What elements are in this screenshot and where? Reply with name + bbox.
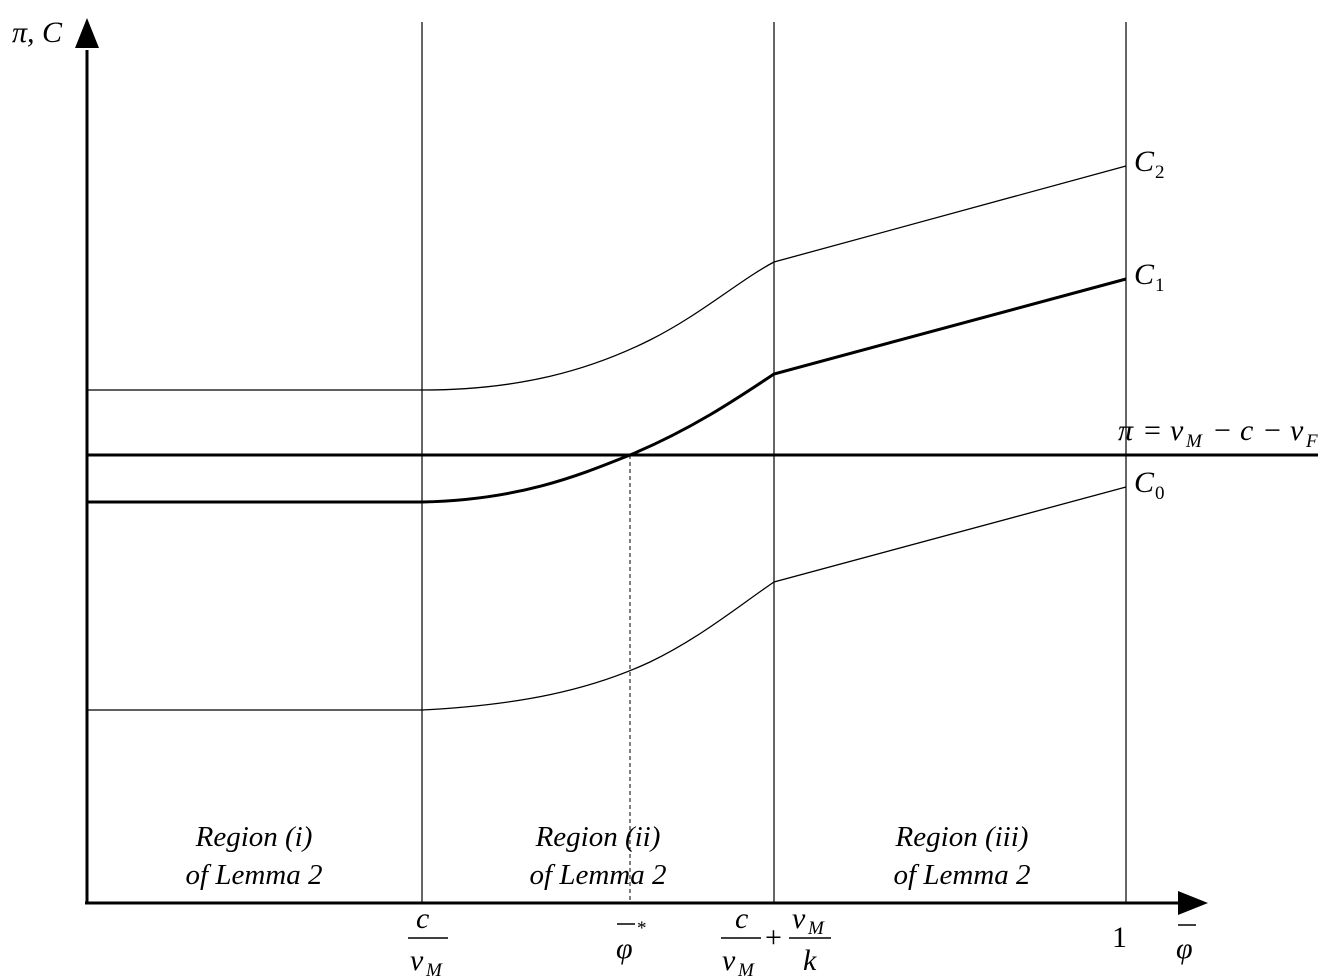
svg-text:C: C: [1134, 258, 1155, 291]
curve-c2: [87, 165, 1127, 391]
x-axis-label: φ: [1176, 932, 1193, 965]
svg-text:C: C: [1134, 145, 1155, 178]
curve-label-c2: C 2: [1134, 145, 1165, 183]
svg-text:c: c: [416, 902, 429, 935]
svg-text:=: =: [1144, 414, 1161, 447]
svg-text:M: M: [425, 960, 443, 978]
svg-text:*: *: [637, 918, 647, 939]
region-label-iii: Region (iii) of Lemma 2: [894, 821, 1031, 891]
svg-text:M: M: [1185, 431, 1203, 452]
svg-text:of Lemma 2: of Lemma 2: [186, 859, 323, 891]
svg-text:−: −: [1214, 414, 1231, 447]
svg-text:M: M: [807, 918, 825, 939]
svg-text:F: F: [1305, 431, 1318, 452]
svg-text:−: −: [1264, 414, 1281, 447]
tick-label-c-over-vm: c v M: [408, 902, 448, 978]
pi-line-label: π = v M − c − v F: [1118, 414, 1318, 452]
svg-text:of Lemma 2: of Lemma 2: [894, 859, 1031, 891]
svg-text:c: c: [1240, 414, 1253, 447]
svg-text:Region (i): Region (i): [195, 821, 313, 853]
svg-text:+: +: [765, 921, 782, 954]
svg-text:v: v: [1290, 414, 1304, 447]
svg-text:of Lemma 2: of Lemma 2: [530, 859, 667, 891]
region-label-i: Region (i) of Lemma 2: [186, 821, 323, 891]
curve-c0: [87, 486, 1127, 711]
svg-text:v: v: [792, 902, 806, 935]
svg-text:v: v: [1170, 414, 1184, 447]
tick-label-c-over-vm-plus-vm-over-k: c v M + v M k: [721, 902, 831, 978]
svg-text:Region (ii): Region (ii): [535, 821, 661, 853]
svg-text:π: π: [1118, 414, 1134, 447]
svg-text:C: C: [1134, 466, 1155, 499]
svg-text:0: 0: [1155, 483, 1165, 504]
y-axis-label: π, C: [12, 16, 63, 49]
svg-text:M: M: [737, 960, 755, 978]
svg-text:1: 1: [1155, 275, 1165, 296]
svg-text:Region (iii): Region (iii): [895, 821, 1029, 853]
svg-text:k: k: [803, 944, 817, 977]
curve-label-c0: C 0: [1134, 466, 1165, 504]
svg-text:v: v: [722, 944, 736, 977]
svg-text:v: v: [410, 944, 424, 977]
y-axis-arrowhead: [75, 18, 99, 48]
svg-text:c: c: [735, 902, 748, 935]
curve-label-c1: C 1: [1134, 258, 1165, 296]
svg-text:φ: φ: [616, 932, 633, 965]
tick-label-phi-star: φ *: [616, 918, 647, 965]
svg-text:2: 2: [1155, 162, 1165, 183]
x-axis-arrowhead: [1178, 891, 1208, 915]
region-label-ii: Region (ii) of Lemma 2: [530, 821, 667, 891]
tick-label-one: 1: [1112, 921, 1127, 954]
